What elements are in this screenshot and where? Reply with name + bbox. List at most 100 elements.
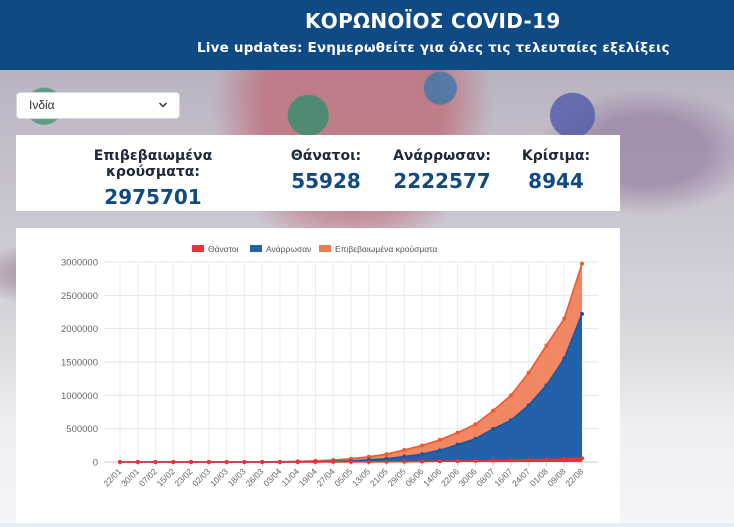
y-tick-label: 1500000 (61, 358, 98, 369)
cases-chart: 0 500000 1000000 1500000 2000000 2500000 30000… (61, 244, 598, 488)
x-tick-label: 13/05 (350, 466, 372, 488)
legend-label: Επιβεβαιωμένα κρούσματα (335, 244, 437, 254)
point-recovered (420, 452, 425, 457)
point-deaths (473, 458, 478, 463)
stat-label: Θάνατοι: (290, 148, 362, 164)
x-tick-label: 23/02 (172, 466, 194, 488)
x-tick-label: 03/04 (261, 466, 283, 488)
country-select-value: Ινδία (29, 98, 55, 112)
stat-recovered: Ανάρρωσαν: 2222577 (389, 148, 495, 193)
chevron-down-icon (159, 102, 167, 108)
x-tick-label: 22/08 (563, 466, 585, 488)
stat-deaths: Θάνατοι: 55928 (286, 148, 366, 193)
point-deaths (135, 460, 140, 464)
x-tick-label: 16/07 (492, 466, 514, 488)
x-tick-label: 05/05 (332, 466, 354, 488)
x-tick-label: 22/06 (439, 466, 461, 488)
x-tick-label: 11/04 (279, 466, 301, 488)
stats-panel: Επιβεβαιωμένα κρούσματα: 2975701 Θάνατοι… (16, 135, 620, 211)
stat-value: 8944 (528, 169, 584, 193)
legend-swatch (250, 245, 262, 252)
point-confirmed (437, 437, 442, 442)
point-deaths (260, 459, 265, 464)
point-deaths (544, 457, 549, 462)
stat-value: 55928 (291, 169, 361, 193)
point-deaths (171, 460, 176, 464)
stat-confirmed: Επιβεβαιωμένα κρούσματα: 2975701 (46, 148, 260, 209)
page-title: ΚΟΡΩΝΟΪΟΣ COVID-19 (305, 9, 561, 33)
point-deaths (580, 456, 584, 461)
point-recovered (384, 456, 389, 461)
y-tick-label: 3000000 (61, 258, 98, 269)
point-deaths (331, 459, 336, 464)
x-tick-label: 06/06 (403, 466, 425, 488)
point-deaths (562, 457, 567, 462)
point-deaths (508, 458, 513, 463)
stat-critical: Κρίσιμα: 8944 (516, 148, 596, 193)
x-tick-label: 30/06 (457, 466, 479, 488)
point-recovered (473, 436, 478, 441)
x-tick-label: 19/04 (297, 466, 319, 488)
legend-label: Θάνατοι (208, 244, 239, 254)
point-confirmed (562, 316, 567, 321)
point-deaths (189, 460, 194, 464)
point-deaths (366, 459, 371, 464)
point-confirmed (544, 343, 549, 348)
x-tick-label: 21/05 (368, 466, 390, 488)
x-tick-label: 24/07 (510, 466, 532, 488)
x-tick-label: 27/04 (315, 466, 337, 488)
point-recovered (455, 442, 460, 447)
x-tick-label: 15/02 (155, 466, 177, 488)
point-deaths (402, 459, 407, 464)
y-tick-label: 2000000 (61, 324, 98, 335)
point-deaths (526, 457, 531, 462)
point-confirmed (473, 422, 478, 427)
point-deaths (313, 459, 318, 464)
point-deaths (384, 459, 389, 464)
x-tick-label: 22/01 (101, 466, 123, 488)
point-deaths (242, 460, 247, 464)
stat-label: Κρίσιμα: (521, 148, 591, 164)
country-select[interactable]: Ινδία (16, 92, 180, 119)
site-header: ΚΟΡΩΝΟΪΟΣ COVID-19 Live updates: Ενημερω… (0, 0, 734, 70)
point-confirmed (402, 447, 407, 452)
x-tick-label: 30/01 (119, 466, 141, 488)
point-deaths (118, 460, 122, 464)
chart-card: 0 500000 1000000 1500000 2000000 2500000 30000… (16, 228, 620, 523)
point-recovered (402, 454, 407, 459)
point-deaths (206, 460, 211, 464)
y-tick-label: 500000 (66, 424, 98, 435)
point-deaths (349, 459, 353, 464)
point-confirmed (580, 261, 584, 266)
point-confirmed (491, 408, 496, 413)
x-tick-label: 18/03 (226, 466, 248, 488)
point-confirmed (455, 430, 460, 435)
x-tick-label: 29/05 (386, 466, 408, 488)
point-recovered (526, 403, 531, 408)
point-deaths (295, 459, 300, 464)
x-tick-label: 26/03 (243, 466, 265, 488)
point-confirmed (508, 393, 513, 398)
area-recovered (120, 313, 582, 462)
point-confirmed (526, 370, 531, 375)
x-tick-label: 02/03 (190, 466, 212, 488)
point-recovered (544, 383, 549, 388)
x-tick-label: 07/02 (137, 466, 159, 488)
legend-swatch (319, 245, 331, 252)
legend-swatch (192, 245, 204, 252)
x-tick-label: 14/06 (421, 466, 443, 488)
point-deaths (277, 459, 282, 464)
x-tick-label: 09/08 (546, 466, 568, 488)
point-deaths (437, 459, 442, 464)
stat-value: 2975701 (104, 185, 202, 209)
stat-label: Ανάρρωσαν: (393, 148, 491, 164)
point-recovered (491, 427, 496, 431)
point-deaths (224, 460, 229, 464)
point-confirmed (420, 443, 425, 448)
point-deaths (420, 459, 425, 464)
y-tick-label: 1000000 (61, 391, 98, 402)
point-confirmed (366, 454, 371, 459)
y-tick-label: 2500000 (61, 291, 98, 302)
legend-label: Ανάρρωσαν (266, 244, 311, 254)
point-recovered (437, 448, 442, 453)
